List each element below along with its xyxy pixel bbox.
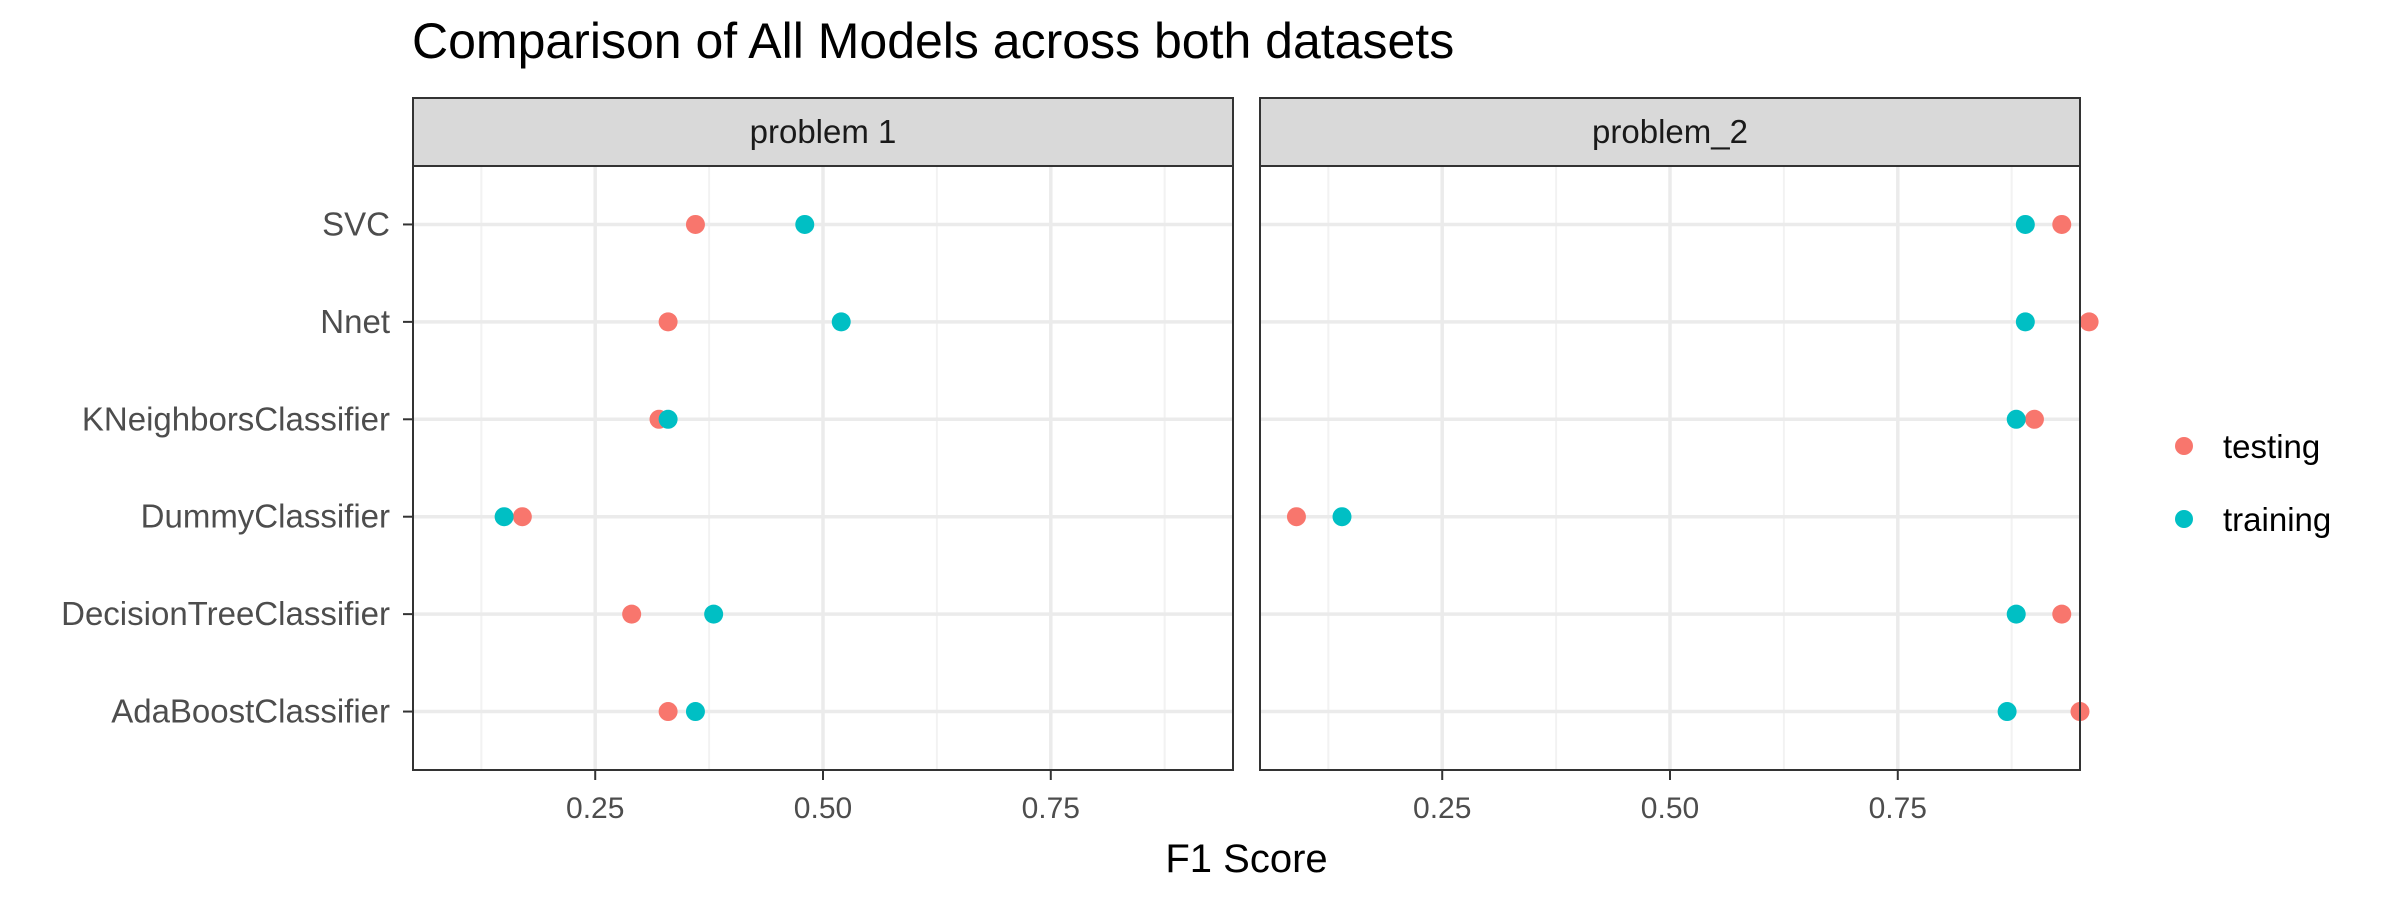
- data-point-training: [658, 409, 678, 429]
- data-point-testing: [622, 604, 642, 624]
- x-tick-label: 0.50: [1641, 792, 1699, 825]
- data-point-testing: [512, 507, 532, 527]
- data-point-testing: [685, 214, 705, 234]
- legend-label-training: training: [2223, 501, 2331, 538]
- chart-title: Comparison of All Models across both dat…: [412, 13, 1454, 69]
- data-point-training: [2015, 312, 2035, 332]
- x-tick-label: 0.25: [1413, 792, 1471, 825]
- y-tick-label: DummyClassifier: [141, 498, 390, 535]
- legend-key-training: [2175, 510, 2193, 528]
- x-axis-title: F1 Score: [1165, 837, 1327, 881]
- y-axis: SVC Nnet KNeighborsClassifier DummyClassifi…: [61, 205, 413, 730]
- legend: testing training: [2175, 428, 2331, 538]
- legend-key-testing: [2175, 437, 2193, 455]
- x-tick-label: 0.75: [1022, 792, 1080, 825]
- data-point-training: [831, 312, 851, 332]
- data-point-training: [1332, 507, 1352, 527]
- facet-panel: problem_2 0.25 0.50 0.75: [1259, 97, 2099, 825]
- y-tick-label: DecisionTreeClassifier: [61, 595, 390, 632]
- y-tick-label: AdaBoostClassifier: [111, 693, 390, 730]
- data-point-testing: [2079, 312, 2099, 332]
- data-point-training: [2006, 604, 2026, 624]
- data-point-training: [1997, 702, 2017, 722]
- y-tick-label: KNeighborsClassifier: [82, 400, 390, 437]
- facet-strip: [412, 97, 1234, 167]
- data-point-testing: [1286, 507, 1306, 527]
- facet-strip: [1259, 97, 2081, 167]
- data-point-testing: [2024, 409, 2044, 429]
- x-tick-label: 0.50: [794, 792, 852, 825]
- data-point-training: [795, 214, 815, 234]
- legend-label-testing: testing: [2223, 428, 2320, 465]
- data-point-testing: [658, 702, 678, 722]
- data-point-training: [704, 604, 724, 624]
- y-tick-label: SVC: [322, 205, 390, 242]
- data-point-training: [2006, 409, 2026, 429]
- data-point-testing: [658, 312, 678, 332]
- y-tick-label: Nnet: [320, 303, 390, 340]
- data-point-testing: [2052, 604, 2072, 624]
- facet-strip-label: problem_2: [1592, 113, 1748, 150]
- facet-panel: problem 1 0.25 0.50 0.75: [412, 97, 1234, 825]
- x-tick-label: 0.25: [566, 792, 624, 825]
- data-point-training: [2015, 214, 2035, 234]
- facet-panels: problem 1 0.25 0.50 0.75 problem_2 0.25 0.50 0.…: [412, 97, 2099, 825]
- data-point-training: [685, 702, 705, 722]
- facet-strip-label: problem 1: [750, 113, 897, 150]
- data-point-testing: [2052, 214, 2072, 234]
- data-point-training: [494, 507, 514, 527]
- x-tick-label: 0.75: [1869, 792, 1927, 825]
